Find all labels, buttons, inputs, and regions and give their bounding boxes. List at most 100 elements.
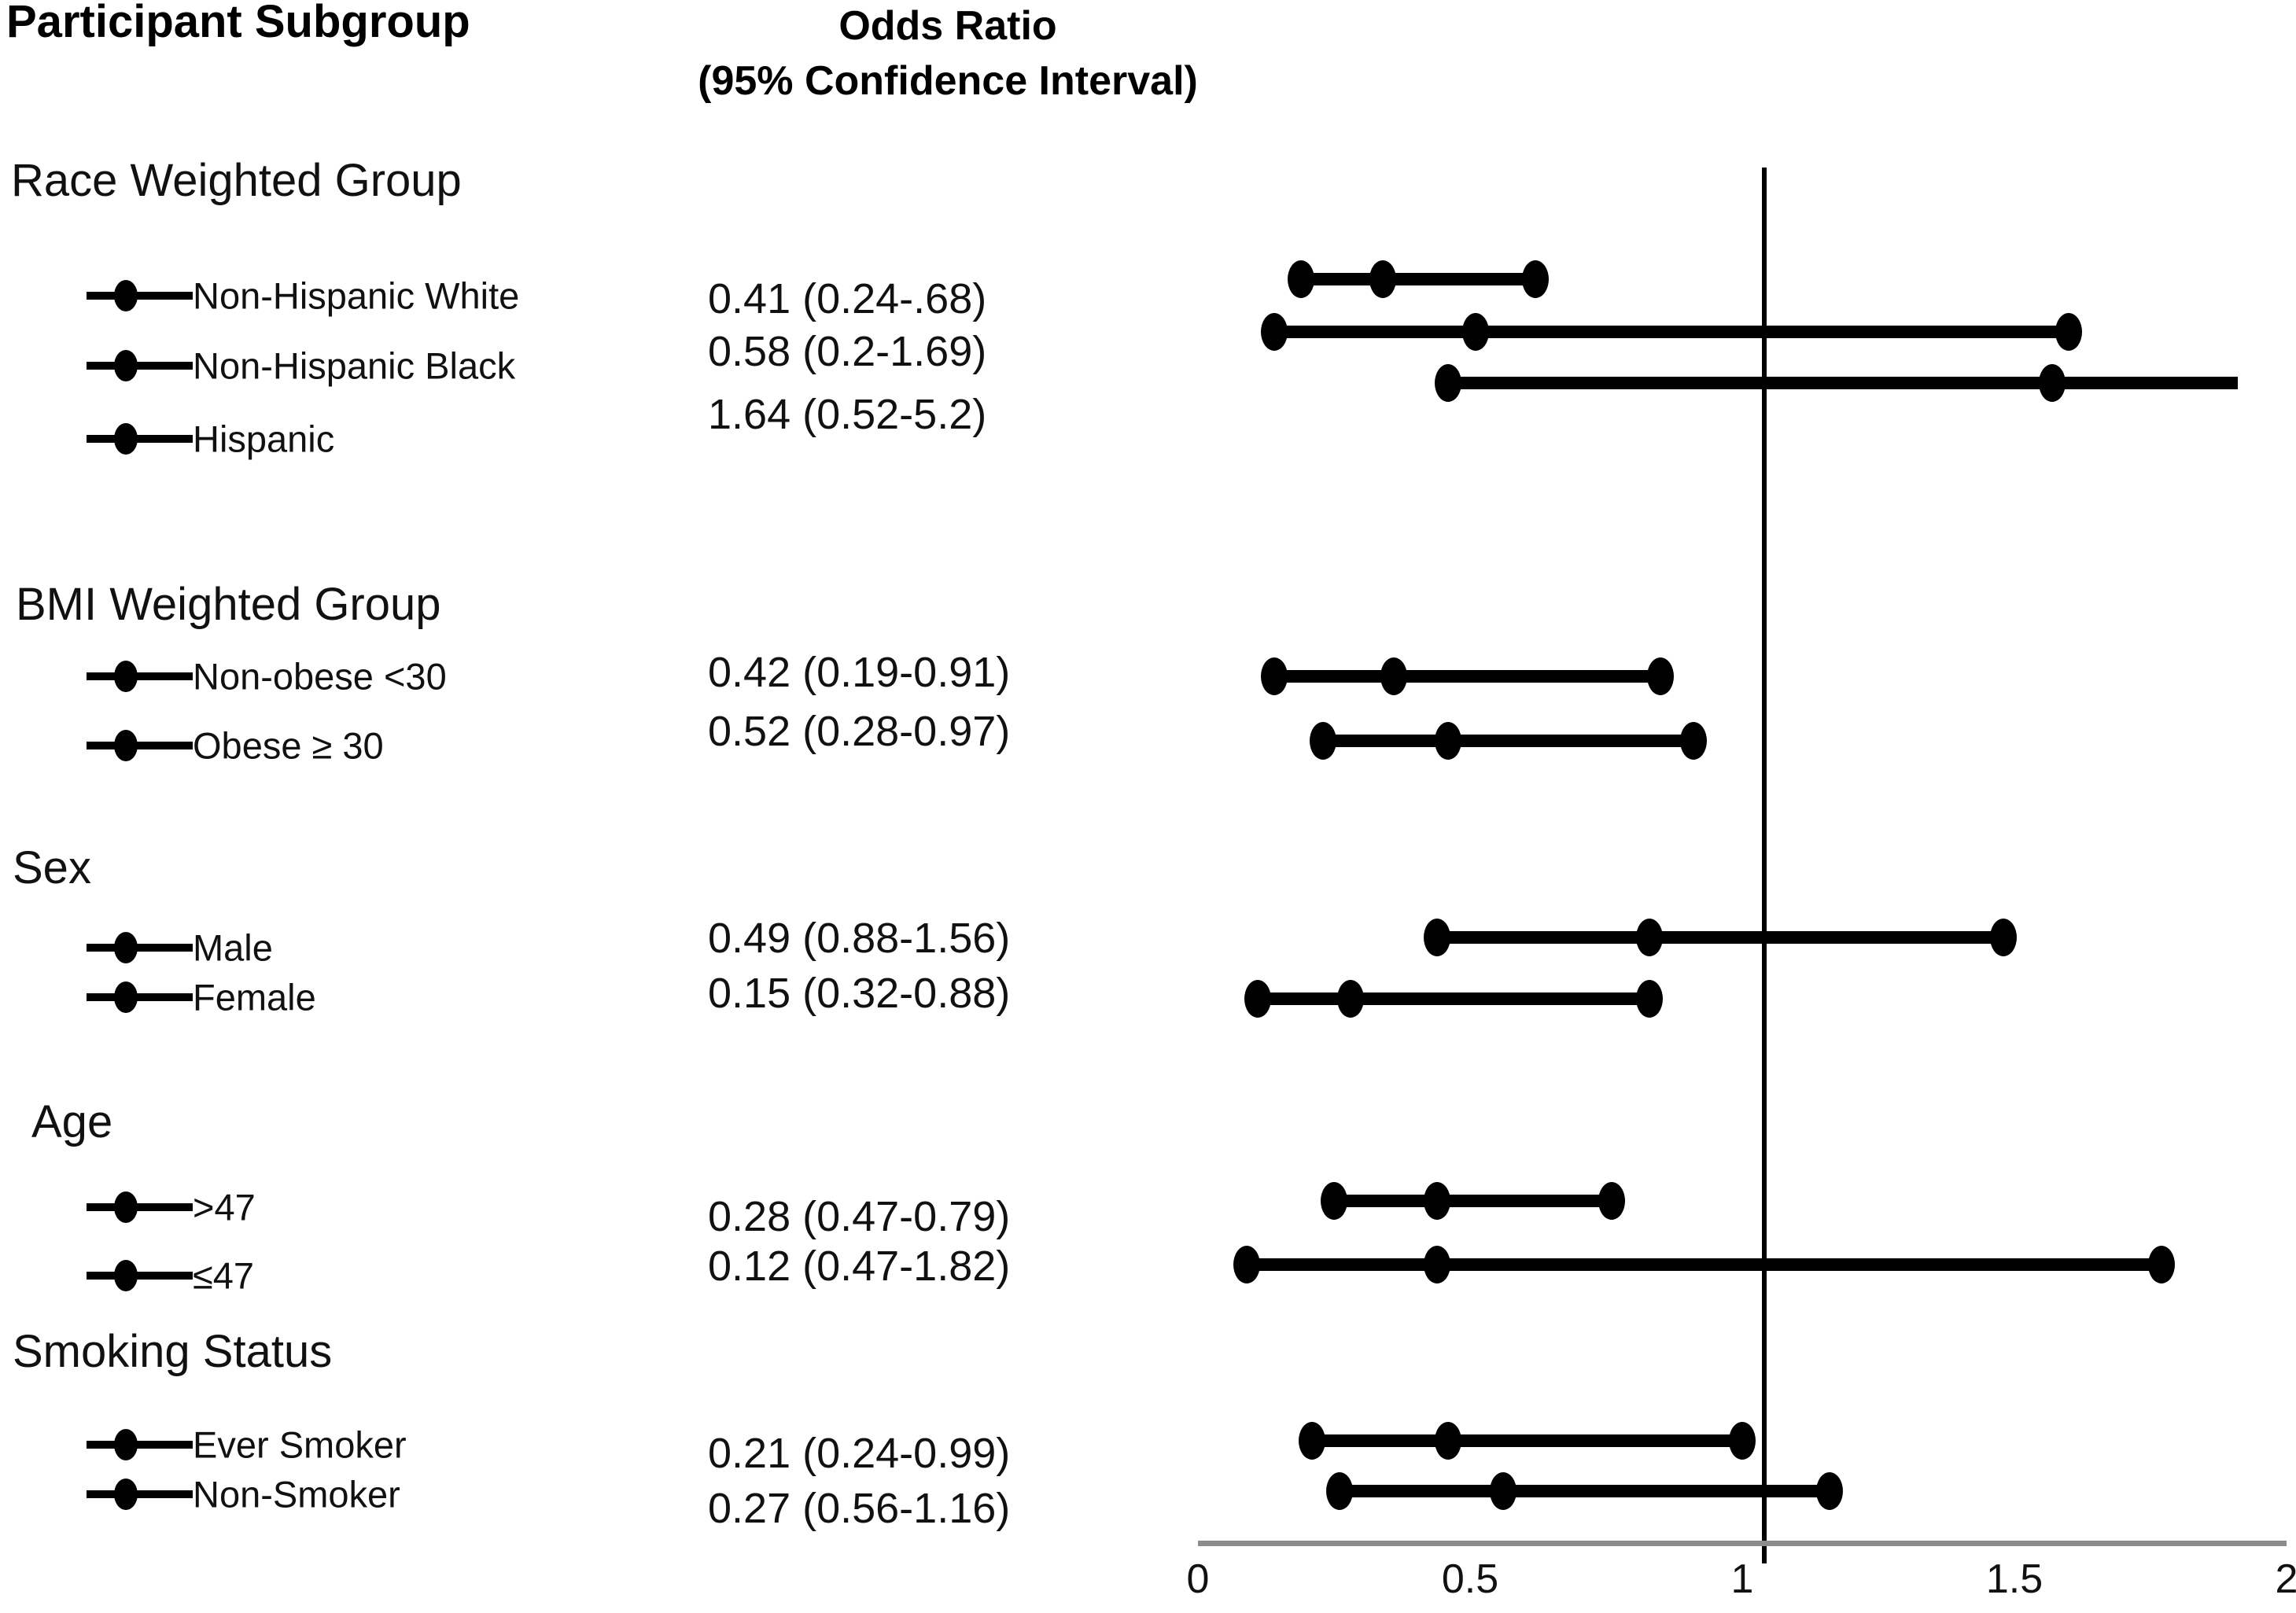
row-marker-hispanic	[87, 420, 193, 458]
marker-dot-icon	[114, 730, 138, 761]
row-label-obese-30: Obese ≥ 30	[193, 724, 384, 767]
ci-line	[1437, 931, 2004, 944]
participant-subgroup-title: Participant Subgroup	[6, 0, 470, 47]
marker-dot-icon	[114, 661, 138, 692]
ci-low-dot	[1424, 919, 1451, 956]
row-marker-non-hispanic-white	[87, 277, 193, 315]
marker-line	[87, 742, 193, 749]
row-marker-female	[87, 978, 193, 1016]
or-value-female: 0.15 (0.32-0.88)	[708, 970, 1011, 1017]
ci-line	[1273, 326, 2069, 338]
row-label-ever-smoker: Ever Smoker	[193, 1423, 407, 1466]
or-value-47: 0.28 (0.47-0.79)	[708, 1193, 1011, 1240]
marker-dot-icon	[114, 1429, 138, 1460]
x-tick-label-0: 0	[1186, 1556, 1210, 1602]
ci-low-dot	[1244, 980, 1272, 1018]
marker-dot-icon	[114, 350, 138, 381]
marker-line	[87, 1203, 193, 1211]
marker-line	[87, 1272, 193, 1280]
reference-line	[1761, 168, 1767, 1563]
row-marker-non-smoker	[87, 1475, 193, 1513]
ci-high-dot	[2147, 1246, 2175, 1283]
ci-high-dot	[1636, 980, 1664, 1018]
x-tick-label-2: 2	[2275, 1556, 2296, 1602]
ci-point-dot	[1435, 1422, 1462, 1460]
ci-low-dot	[1321, 1182, 1347, 1220]
row-marker-male	[87, 929, 193, 967]
ci-line	[1448, 377, 2238, 389]
ci-line	[1339, 1485, 1830, 1497]
marker-line	[87, 292, 193, 300]
ci-point-dot	[1424, 1182, 1451, 1220]
marker-line	[87, 672, 193, 680]
marker-line	[87, 435, 193, 443]
ci-low-dot	[1299, 1422, 1326, 1460]
ci-point-dot	[1435, 722, 1462, 760]
or-value-non-hispanic-black: 0.58 (0.2-1.69)	[708, 328, 987, 375]
marker-line	[87, 362, 193, 370]
row-label-non-hispanic-white: Non-Hispanic White	[193, 274, 520, 317]
x-tick-label-0-5: 0.5	[1441, 1556, 1499, 1602]
marker-line	[87, 1490, 193, 1498]
x-tick-label-1-5: 1.5	[1985, 1556, 2044, 1602]
row-label-47: ≤47	[193, 1254, 255, 1297]
marker-dot-icon	[114, 423, 138, 455]
ci-low-dot	[1288, 260, 1315, 298]
row-marker-ever-smoker	[87, 1426, 193, 1464]
group-header-race-weighted-group: Race Weighted Group	[11, 155, 462, 206]
or-value-ever-smoker: 0.21 (0.24-0.99)	[708, 1430, 1011, 1477]
x-axis-line	[1198, 1541, 2287, 1546]
ci-point-dot	[1461, 313, 1489, 351]
ci-low-dot	[1435, 364, 1462, 402]
row-marker-non-obese-30	[87, 657, 193, 695]
group-header-age: Age	[31, 1096, 113, 1147]
row-label-non-hispanic-black: Non-Hispanic Black	[193, 344, 516, 387]
marker-dot-icon	[114, 1260, 138, 1291]
ci-point-dot	[1336, 980, 1364, 1018]
ci-high-dot	[1679, 722, 1707, 760]
plot-area: 0 0.5 1 1.5 2	[1187, 0, 2296, 1613]
or-value-non-smoker: 0.27 (0.56-1.16)	[708, 1485, 1011, 1532]
ci-high-dot	[1815, 1472, 1843, 1510]
ci-point-dot	[1424, 1246, 1451, 1283]
odds-ratio-header-line1: Odds Ratio	[838, 3, 1057, 49]
marker-dot-icon	[114, 1479, 138, 1510]
ci-high-dot	[1522, 260, 1550, 298]
marker-line	[87, 1441, 193, 1449]
ci-line	[1323, 735, 1693, 747]
ci-line	[1247, 1258, 2161, 1271]
or-value-non-obese-30: 0.42 (0.19-0.91)	[708, 649, 1011, 696]
marker-dot-icon	[114, 981, 138, 1013]
marker-line	[87, 993, 193, 1001]
ci-line	[1312, 1434, 1742, 1447]
marker-dot-icon	[114, 1191, 138, 1223]
row-label-male: Male	[193, 926, 273, 969]
x-tick-label-1: 1	[1730, 1556, 1754, 1602]
ci-low-dot	[1310, 722, 1337, 760]
row-marker-non-hispanic-black	[87, 347, 193, 385]
or-value-hispanic: 1.64 (0.52-5.2)	[708, 391, 987, 438]
marker-line	[87, 944, 193, 952]
row-label-47: >47	[193, 1186, 256, 1228]
row-marker-obese-30	[87, 727, 193, 764]
ci-point-dot	[1369, 260, 1397, 298]
marker-dot-icon	[114, 932, 138, 963]
ci-high-dot	[1647, 657, 1675, 695]
row-label-non-obese-30: Non-obese <30	[193, 655, 447, 698]
ci-line	[1334, 1195, 1612, 1207]
ci-line	[1301, 273, 1536, 285]
group-header-smoking-status: Smoking Status	[13, 1326, 333, 1377]
ci-point-dot	[2039, 364, 2066, 402]
row-label-non-smoker: Non-Smoker	[193, 1473, 400, 1515]
group-header-sex: Sex	[13, 842, 91, 893]
ci-low-dot	[1233, 1246, 1261, 1283]
ci-point-dot	[1489, 1472, 1517, 1510]
or-value-non-hispanic-white: 0.41 (0.24-.68)	[708, 275, 987, 322]
or-value-male: 0.49 (0.88-1.56)	[708, 915, 1011, 962]
ci-line	[1273, 670, 1661, 683]
or-value-47: 0.12 (0.47-1.82)	[708, 1243, 1011, 1290]
ci-line	[1258, 992, 1650, 1005]
odds-ratio-header: Odds Ratio (95% Confidence Interval)	[673, 0, 1223, 109]
row-marker-47	[87, 1188, 193, 1226]
